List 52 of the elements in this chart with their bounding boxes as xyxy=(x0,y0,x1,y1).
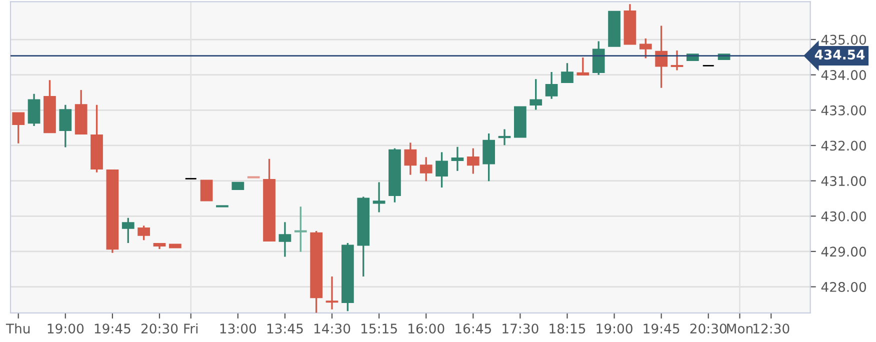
candlestick xyxy=(28,93,40,127)
x-tick-label: 20:30 xyxy=(141,324,178,334)
candlestick xyxy=(138,224,150,241)
candlestick xyxy=(498,128,511,146)
candlestick xyxy=(436,151,448,188)
x-tick-label: 16:00 xyxy=(408,324,444,334)
candlestick xyxy=(592,40,605,76)
candlestick xyxy=(670,50,684,72)
x-tick-label: 19:45 xyxy=(644,324,680,334)
x-tick-label: 19:00 xyxy=(48,324,84,334)
x-tick-label: 19:45 xyxy=(94,324,130,334)
x-tick-label: Thu xyxy=(6,323,30,334)
candlestick xyxy=(545,71,558,100)
candlestick xyxy=(451,146,464,172)
y-tick-label: 431.00 xyxy=(821,176,866,186)
candlestick xyxy=(326,276,338,310)
y-tick-label: 434.00 xyxy=(821,70,866,80)
x-tick-label: 15:15 xyxy=(361,324,397,334)
x-tick-label: 17:30 xyxy=(502,324,538,334)
x-tick-label: 13:00 xyxy=(220,324,256,334)
candlestick xyxy=(639,38,652,60)
candlestick xyxy=(372,181,386,214)
candlestick xyxy=(294,206,307,253)
candlestick xyxy=(200,180,213,202)
candlestick xyxy=(466,147,480,175)
candlestick xyxy=(122,217,134,244)
x-tick-label: Fri xyxy=(184,323,198,334)
y-tick-label: 428.00 xyxy=(821,282,866,292)
x-tick-label: 19:00 xyxy=(596,324,632,334)
candlestick xyxy=(404,142,417,176)
y-tick-label: 432.00 xyxy=(821,140,866,151)
candlestick xyxy=(420,156,432,182)
candlestick xyxy=(576,56,590,76)
y-tick-label: 435.00 xyxy=(821,34,866,45)
candlestick xyxy=(278,221,292,258)
candlestick xyxy=(12,112,25,144)
ref-line-label: 434.54 xyxy=(814,50,865,60)
candlestick xyxy=(655,24,668,89)
candlestick xyxy=(561,62,574,84)
candlestick xyxy=(59,104,72,148)
x-tick-label: 18:15 xyxy=(550,324,586,334)
y-tick-label: 429.00 xyxy=(821,246,866,257)
x-tick-label: 16:45 xyxy=(456,324,491,334)
x-tick-label: 13:45 xyxy=(267,324,303,334)
candlestick xyxy=(482,132,495,182)
candlestick xyxy=(530,78,542,111)
x-tick-label: Mon xyxy=(727,324,753,334)
x-tick-label: 20:30 xyxy=(690,324,726,334)
y-tick-label: 433.00 xyxy=(821,105,866,116)
x-tick-label: 12:30 xyxy=(754,324,790,334)
x-tick-label: 14:30 xyxy=(314,324,350,334)
y-tick-label: 430.00 xyxy=(821,211,866,222)
